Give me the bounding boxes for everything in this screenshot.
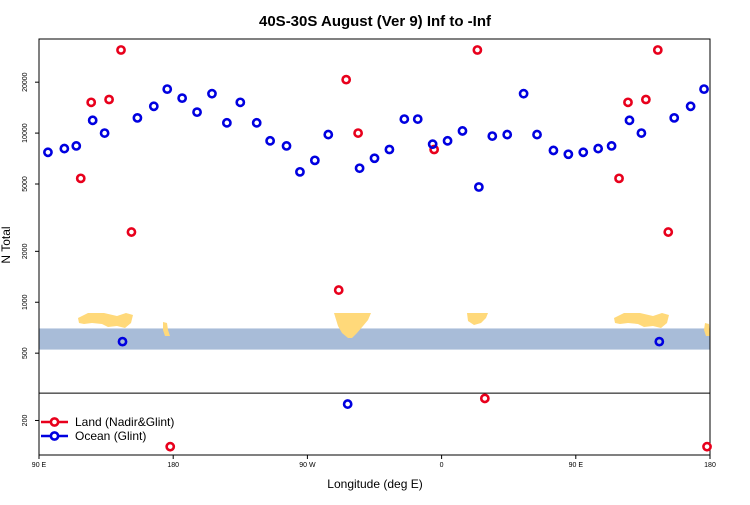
map-land-4 (614, 313, 669, 328)
y-tick-label: 2000 (22, 243, 29, 259)
legend-marker (49, 431, 60, 441)
ocean-point (654, 336, 665, 347)
land-point (104, 94, 114, 105)
ocean-point (624, 115, 635, 126)
chart-title: 40S-30S August (Ver 9) Inf to -Inf (259, 13, 492, 30)
x-tick-label: 90 W (299, 462, 316, 469)
land-point (640, 94, 651, 105)
ocean-point (235, 97, 246, 108)
land-point (652, 45, 663, 55)
ocean-point (532, 129, 542, 140)
y-tick-label: 5000 (22, 176, 29, 192)
x-tick-label: 180 (704, 462, 716, 469)
ocean-point (192, 107, 202, 118)
ocean-point (309, 155, 320, 166)
land-point (702, 441, 712, 452)
ocean-point (281, 141, 292, 151)
ocean-point (265, 135, 276, 146)
ocean-point (548, 145, 559, 156)
ocean-point (221, 117, 232, 128)
map-land-0 (78, 313, 133, 328)
land-point (472, 45, 483, 55)
map-land-1 (163, 322, 170, 336)
ocean-point (384, 144, 395, 155)
land-point (614, 173, 624, 184)
land-point (479, 393, 490, 404)
ocean-point (442, 135, 453, 146)
land-point (86, 97, 97, 108)
ocean-point (457, 126, 468, 136)
map-land-5 (704, 323, 710, 336)
land-point (126, 227, 137, 237)
land-point (353, 128, 363, 138)
ocean-point (207, 88, 217, 99)
ocean-point (473, 182, 484, 192)
x-tick-label: 180 (167, 462, 179, 469)
ocean-point (354, 163, 365, 174)
y-tick-label: 200 (22, 415, 29, 427)
x-axis-label: Longitude (deg E) (327, 477, 422, 491)
ocean-point (563, 149, 574, 160)
ocean-point (412, 114, 423, 124)
y-tick-label: 1000 (22, 294, 29, 310)
ocean-point (99, 128, 110, 138)
ocean-point (148, 101, 159, 112)
ocean-point (578, 147, 589, 158)
axes: 90 E 180 90 W 0 90 E 180 200 500 1000 2000 5000 100… (22, 38, 716, 469)
ocean-point (606, 141, 617, 151)
data-points (43, 45, 712, 452)
ocean-point (117, 336, 128, 347)
map-land-3 (467, 313, 488, 325)
land-point (116, 45, 126, 55)
land-point (663, 227, 674, 237)
ocean-point (669, 112, 680, 123)
ocean-point (43, 147, 53, 158)
ocean-point (399, 114, 410, 124)
ocean-point (251, 117, 262, 128)
ocean-point (87, 115, 98, 126)
ocean-point (518, 88, 529, 99)
ocean-point (502, 129, 513, 140)
map-land-2 (334, 313, 371, 338)
legend-marker (49, 417, 60, 427)
land-point (75, 173, 86, 184)
ocean-point (369, 153, 380, 164)
x-tick-label: 90 E (32, 462, 47, 469)
land-point (429, 144, 440, 155)
ocean-point (593, 143, 604, 154)
x-tick-label: 0 (440, 462, 444, 469)
y-axis-label: N Total (0, 226, 13, 263)
ocean-point (162, 84, 173, 95)
legend-label: Ocean (Glint) (75, 429, 146, 443)
ocean-point (132, 112, 143, 123)
land-point (165, 441, 176, 452)
legend-label: Land (Nadir&Glint) (75, 415, 174, 429)
y-tick-label: 20000 (22, 72, 29, 92)
ocean-point (342, 399, 353, 409)
ocean-point (71, 141, 82, 151)
ocean-point (295, 166, 305, 177)
x-tick-label: 90 E (569, 462, 584, 469)
ocean-point (59, 143, 70, 154)
map-ocean (39, 328, 710, 350)
ocean-point (699, 84, 709, 95)
ocean-point (685, 101, 696, 112)
plot-frame (38, 38, 711, 456)
land-point (333, 285, 344, 295)
land-point (623, 97, 633, 108)
y-tick-label: 10000 (22, 123, 29, 143)
ocean-point (427, 139, 438, 150)
ocean-point (487, 131, 498, 141)
ocean-point (323, 129, 334, 140)
ocean-point (636, 128, 647, 138)
land-point (341, 74, 352, 85)
map-band (39, 313, 710, 350)
legend: Land (Nadir&Glint)Ocean (Glint) (41, 415, 174, 443)
ocean-point (177, 93, 188, 104)
y-tick-label: 500 (22, 347, 29, 359)
